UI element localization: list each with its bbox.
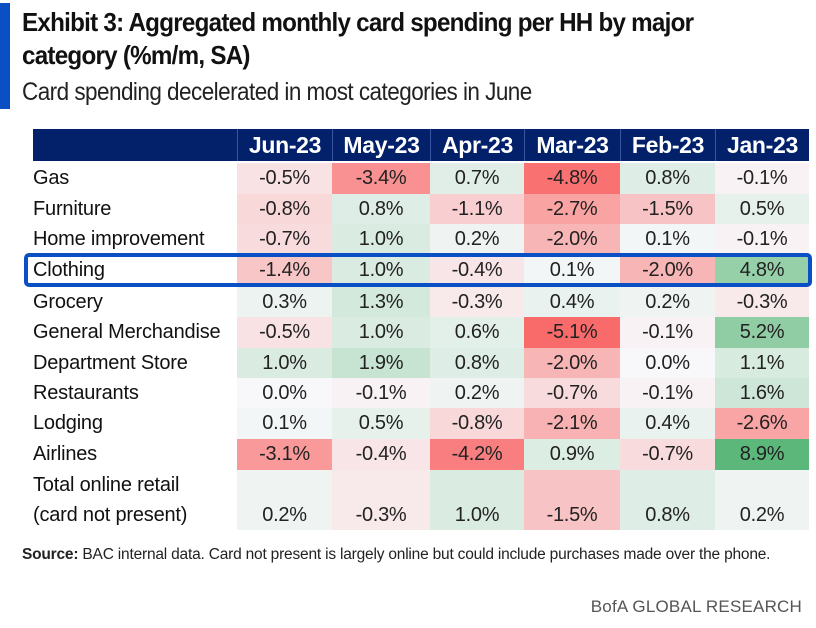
heatmap-cell: -0.8% — [430, 408, 524, 439]
heatmap-cell: 0.9% — [524, 439, 620, 470]
accent-bar — [0, 3, 10, 109]
heatmap-cell: 0.8% — [332, 194, 430, 224]
row-label-line: (card not present) — [33, 504, 188, 526]
row-label: Home improvement — [33, 228, 205, 250]
heatmap-cell: 0.5% — [715, 194, 809, 224]
source-note: Source: BAC internal data. Card not pres… — [22, 542, 802, 568]
heatmap-cell: -0.1% — [332, 378, 430, 408]
column-header: May-23 — [332, 129, 430, 161]
row-label: Grocery — [33, 291, 103, 313]
heatmap-cell: 0.2% — [430, 224, 524, 254]
heatmap-cell: -4.2% — [430, 439, 524, 470]
row-label: Clothing — [33, 259, 105, 281]
heatmap-cell: 0.5% — [332, 408, 430, 439]
heatmap-cell: 5.2% — [715, 317, 809, 348]
heatmap-cell: 1.1% — [715, 348, 809, 378]
heatmap-cell: 0.3% — [237, 287, 332, 317]
heatmap-cell: -1.5% — [524, 470, 620, 530]
heatmap-cell: -3.1% — [237, 439, 332, 470]
heatmap-cell: -2.0% — [524, 348, 620, 378]
heatmap-cell: -0.4% — [430, 255, 524, 285]
heatmap-cell: -0.3% — [332, 470, 430, 530]
heatmap-cell: 0.8% — [620, 470, 715, 530]
heatmap-cell: -2.0% — [524, 224, 620, 254]
heatmap-cell: 1.0% — [332, 255, 430, 285]
heatmap-cell: 1.0% — [430, 470, 524, 530]
heatmap-cell: -0.1% — [715, 224, 809, 254]
column-header: Mar-23 — [524, 129, 620, 161]
heatmap-cell: 4.8% — [715, 255, 809, 285]
heatmap-cell: 0.0% — [620, 348, 715, 378]
row-label: General Merchandise — [33, 321, 221, 343]
source-label: Source: — [22, 546, 79, 563]
heatmap-cell: -1.5% — [620, 194, 715, 224]
heatmap-cell: 0.8% — [620, 163, 715, 194]
row-label: Lodging — [33, 412, 103, 434]
heatmap-cell: 0.1% — [237, 408, 332, 439]
row-label: Total online retail (card not present) — [33, 470, 187, 530]
row-label: Airlines — [33, 443, 97, 465]
heatmap-cell: -0.4% — [332, 439, 430, 470]
chart-subtitle: Card spending decelerated in most catego… — [22, 78, 532, 106]
heatmap-cell: -0.7% — [237, 224, 332, 254]
table-header-row: Jun-23 May-23 Apr-23 Mar-23 Feb-23 Jan-23 — [33, 129, 809, 161]
column-header: Apr-23 — [430, 129, 524, 161]
heatmap-cell: -0.7% — [524, 378, 620, 408]
heatmap-cell: 0.8% — [430, 348, 524, 378]
chart-title: Exhibit 3: Aggregated monthly card spend… — [22, 7, 694, 70]
heatmap-cell: 1.9% — [332, 348, 430, 378]
heatmap-cell: -2.1% — [524, 408, 620, 439]
heatmap-cell: -0.1% — [620, 378, 715, 408]
row-label: Department Store — [33, 352, 188, 374]
heatmap-cell: 0.4% — [620, 408, 715, 439]
heatmap-cell: -1.4% — [237, 255, 332, 285]
heatmap-cell: -2.6% — [715, 408, 809, 439]
heatmap-cell: -0.5% — [237, 163, 332, 194]
heatmap-cell: 0.2% — [715, 470, 809, 530]
heatmap-cell: 0.4% — [524, 287, 620, 317]
brand-label: BofA GLOBAL RESEARCH — [590, 597, 802, 616]
column-header: Jan-23 — [715, 129, 809, 161]
heatmap-cell: -0.5% — [237, 317, 332, 348]
row-label: Furniture — [33, 198, 112, 220]
heatmap-cell: 0.2% — [430, 378, 524, 408]
heatmap-cell: -1.1% — [430, 194, 524, 224]
heatmap-cell: 0.0% — [237, 378, 332, 408]
heatmap-cell: -0.1% — [620, 317, 715, 348]
heatmap-cell: -0.3% — [430, 287, 524, 317]
heatmap-cell: 1.0% — [332, 224, 430, 254]
heatmap-cell: 1.3% — [332, 287, 430, 317]
heatmap-cell: 1.0% — [237, 348, 332, 378]
heatmap-cell: 1.6% — [715, 378, 809, 408]
column-header: Feb-23 — [620, 129, 715, 161]
heatmap-cell: -2.0% — [620, 255, 715, 285]
heatmap-cell: 0.1% — [524, 255, 620, 285]
column-header: Jun-23 — [237, 129, 332, 161]
source-text: BAC internal data. Card not present is l… — [82, 546, 771, 563]
heatmap-cell: -0.1% — [715, 163, 809, 194]
heatmap-cell: 0.2% — [237, 470, 332, 530]
heatmap-cell: -0.7% — [620, 439, 715, 470]
heatmap-cell: 0.6% — [430, 317, 524, 348]
heatmap-cell: -0.3% — [715, 287, 809, 317]
row-label: Gas — [33, 167, 70, 189]
heatmap-cell: 0.2% — [620, 287, 715, 317]
heatmap-cell: -4.8% — [524, 163, 620, 194]
heatmap-cell: 8.9% — [715, 439, 809, 470]
heatmap-cell: -2.7% — [524, 194, 620, 224]
heatmap-cell: 0.7% — [430, 163, 524, 194]
heatmap-cell: 0.1% — [620, 224, 715, 254]
heatmap-cell: -3.4% — [332, 163, 430, 194]
row-label: Restaurants — [33, 382, 139, 404]
heatmap-cell: 1.0% — [332, 317, 430, 348]
heatmap-cell: -0.8% — [237, 194, 332, 224]
row-label-line: Total online retail — [33, 474, 180, 496]
heatmap-cell: -5.1% — [524, 317, 620, 348]
